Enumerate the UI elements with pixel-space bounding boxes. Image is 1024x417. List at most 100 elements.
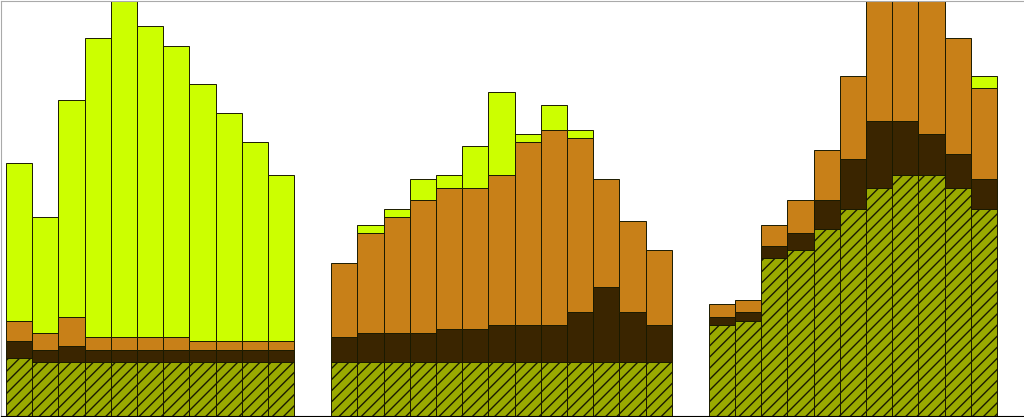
Bar: [840, 158, 866, 208]
Bar: [945, 188, 971, 416]
Bar: [163, 350, 189, 362]
Bar: [866, 188, 892, 416]
Bar: [646, 325, 672, 362]
Bar: [866, 121, 892, 188]
Bar: [971, 88, 997, 179]
Bar: [436, 188, 462, 329]
Bar: [866, 0, 892, 121]
Bar: [814, 150, 840, 200]
Bar: [331, 362, 357, 416]
Bar: [593, 362, 620, 416]
Bar: [242, 362, 268, 416]
Bar: [919, 0, 945, 134]
Bar: [787, 250, 814, 416]
Bar: [436, 362, 462, 416]
Bar: [242, 342, 268, 350]
Bar: [189, 342, 216, 350]
Bar: [840, 208, 866, 416]
Bar: [971, 208, 997, 416]
Bar: [216, 350, 242, 362]
Bar: [85, 337, 111, 350]
Bar: [462, 188, 488, 329]
Bar: [85, 350, 111, 362]
Bar: [646, 250, 672, 325]
Bar: [32, 217, 58, 333]
Bar: [189, 350, 216, 362]
Bar: [85, 38, 111, 337]
Bar: [488, 362, 515, 416]
Bar: [814, 200, 840, 229]
Bar: [410, 333, 436, 362]
Bar: [593, 179, 620, 287]
Bar: [515, 325, 541, 362]
Bar: [268, 342, 294, 350]
Bar: [971, 179, 997, 208]
Bar: [357, 225, 384, 234]
Bar: [462, 329, 488, 362]
Bar: [384, 208, 410, 217]
Bar: [357, 234, 384, 333]
Bar: [384, 362, 410, 416]
Bar: [761, 225, 787, 246]
Bar: [593, 287, 620, 362]
Bar: [163, 362, 189, 416]
Bar: [840, 75, 866, 158]
Bar: [410, 200, 436, 333]
Bar: [620, 221, 646, 312]
Bar: [541, 325, 567, 362]
Bar: [216, 113, 242, 342]
Bar: [357, 333, 384, 362]
Bar: [971, 75, 997, 88]
Bar: [137, 350, 163, 362]
Bar: [945, 38, 971, 154]
Bar: [541, 105, 567, 130]
Bar: [32, 350, 58, 362]
Bar: [709, 317, 735, 325]
Bar: [163, 337, 189, 350]
Bar: [384, 217, 410, 333]
Bar: [892, 121, 919, 175]
Bar: [541, 362, 567, 416]
Bar: [216, 342, 242, 350]
Bar: [787, 200, 814, 234]
Bar: [620, 312, 646, 362]
Bar: [6, 342, 32, 358]
Bar: [567, 138, 593, 312]
Bar: [384, 333, 410, 362]
Bar: [111, 350, 137, 362]
Bar: [6, 321, 32, 342]
Bar: [268, 362, 294, 416]
Bar: [567, 312, 593, 362]
Bar: [945, 154, 971, 188]
Bar: [814, 229, 840, 416]
Bar: [331, 263, 357, 337]
Bar: [189, 84, 216, 342]
Bar: [515, 362, 541, 416]
Bar: [541, 130, 567, 325]
Bar: [620, 362, 646, 416]
Bar: [515, 134, 541, 142]
Bar: [892, 175, 919, 416]
Bar: [410, 362, 436, 416]
Bar: [410, 179, 436, 200]
Bar: [6, 358, 32, 416]
Bar: [462, 362, 488, 416]
Bar: [58, 100, 85, 317]
Bar: [357, 362, 384, 416]
Bar: [488, 92, 515, 175]
Bar: [111, 362, 137, 416]
Bar: [761, 259, 787, 416]
Bar: [462, 146, 488, 188]
Bar: [242, 350, 268, 362]
Bar: [436, 329, 462, 362]
Bar: [137, 25, 163, 337]
Bar: [567, 362, 593, 416]
Bar: [735, 312, 761, 321]
Bar: [436, 175, 462, 188]
Bar: [646, 362, 672, 416]
Bar: [919, 175, 945, 416]
Bar: [488, 325, 515, 362]
Bar: [761, 246, 787, 259]
Bar: [58, 362, 85, 416]
Bar: [137, 362, 163, 416]
